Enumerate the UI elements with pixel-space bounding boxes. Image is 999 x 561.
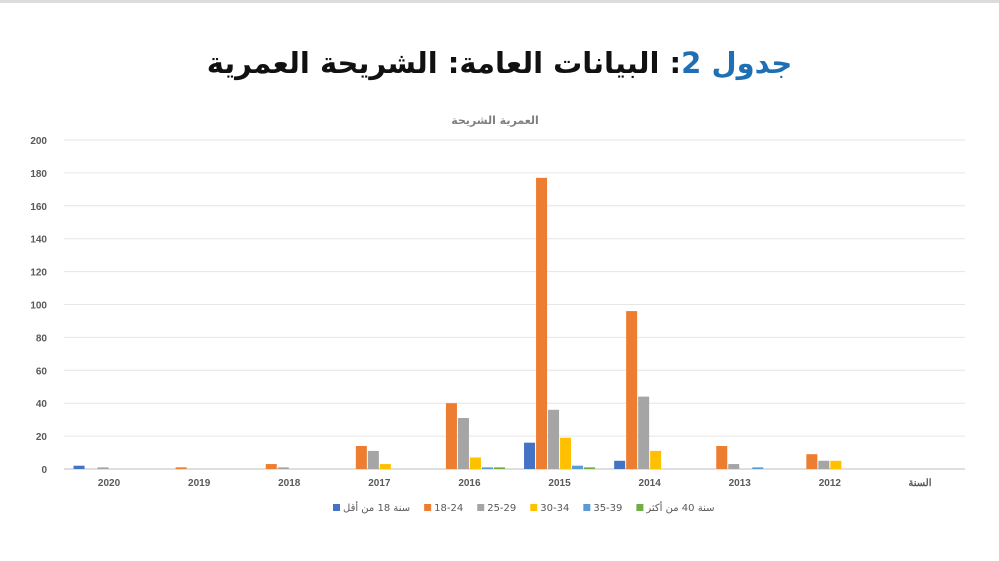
legend-label: سنة 40 من أكثر xyxy=(645,501,714,514)
bar xyxy=(728,464,740,469)
legend: سنة 18 من أقل 18-24 25-29 30-34 35-39 سنة 40 … xyxy=(333,501,714,514)
y-tick-label: 60 xyxy=(36,366,48,377)
bar xyxy=(650,450,662,469)
bars xyxy=(73,177,842,469)
y-tick-label: 180 xyxy=(30,169,47,180)
legend-label: 18-24 xyxy=(434,503,463,514)
bar xyxy=(493,467,505,469)
legend-swatch xyxy=(333,504,340,511)
bar xyxy=(524,442,536,469)
legend-swatch xyxy=(530,504,538,511)
legend-swatch xyxy=(424,504,432,511)
x-tick-label: 2016 xyxy=(458,478,481,489)
y-tick-label: 20 xyxy=(36,432,48,443)
bar xyxy=(572,465,584,469)
bar xyxy=(584,467,596,469)
y-tick-label: 200 xyxy=(30,136,47,147)
bar xyxy=(175,467,187,469)
legend-label: سنة 18 من أقل xyxy=(343,501,410,514)
bar xyxy=(536,177,548,469)
bar xyxy=(638,396,650,469)
bar xyxy=(277,467,289,469)
chart-title: العمرية الشريحة xyxy=(451,114,539,127)
x-tick-label: 2015 xyxy=(548,478,571,489)
x-axis-ticks: 2020 2019 2018 2017 2016 2015 2014 2013 2012 السن… xyxy=(98,478,932,489)
x-tick-label: 2019 xyxy=(188,478,211,489)
bar xyxy=(818,460,830,469)
y-tick-label: 140 xyxy=(30,235,47,246)
title-text: : البيانات العامة: الشريحة العمرية xyxy=(206,46,682,80)
bar xyxy=(716,445,728,469)
legend-label: 25-29 xyxy=(487,503,516,514)
x-tick-label: السنة xyxy=(908,478,931,489)
bar xyxy=(752,467,764,469)
bar xyxy=(560,437,572,469)
bar xyxy=(806,454,818,469)
x-tick-label: 2018 xyxy=(278,478,301,489)
bar xyxy=(626,311,638,469)
legend-label: 30-34 xyxy=(540,503,569,514)
legend-swatch xyxy=(583,504,591,511)
y-axis-ticks: 0 20 40 60 80 100 120 140 160 180 200 xyxy=(30,136,47,476)
bar xyxy=(481,467,493,469)
bar xyxy=(367,450,379,469)
y-tick-label: 160 xyxy=(30,202,47,213)
bar xyxy=(73,465,85,469)
y-tick-label: 80 xyxy=(36,333,48,344)
y-tick-label: 120 xyxy=(30,268,47,279)
legend-label: 35-39 xyxy=(593,503,622,514)
bar xyxy=(614,460,626,469)
y-tick-label: 100 xyxy=(30,301,47,312)
x-tick-label: 2014 xyxy=(639,478,662,489)
gridlines xyxy=(64,139,965,470)
bar xyxy=(97,467,109,469)
x-tick-label: 2012 xyxy=(819,478,842,489)
bar xyxy=(469,457,481,469)
bar xyxy=(379,464,391,469)
y-tick-label: 40 xyxy=(36,399,48,410)
legend-swatch xyxy=(636,504,644,511)
bar xyxy=(265,464,277,469)
bar xyxy=(830,460,842,469)
x-tick-label: 2017 xyxy=(368,478,391,489)
legend-swatch xyxy=(477,504,485,511)
y-tick-label: 0 xyxy=(41,465,47,476)
bar xyxy=(355,445,367,469)
table-label: جدول xyxy=(711,46,793,80)
top-divider xyxy=(0,0,999,3)
x-tick-label: 2020 xyxy=(98,478,121,489)
table-number: 2 xyxy=(681,46,702,80)
bar xyxy=(445,403,457,469)
x-tick-label: 2013 xyxy=(729,478,752,489)
bar xyxy=(457,418,469,469)
page-title: جدول 2: البيانات العامة: الشريحة العمرية xyxy=(0,46,999,80)
bar xyxy=(548,409,560,469)
